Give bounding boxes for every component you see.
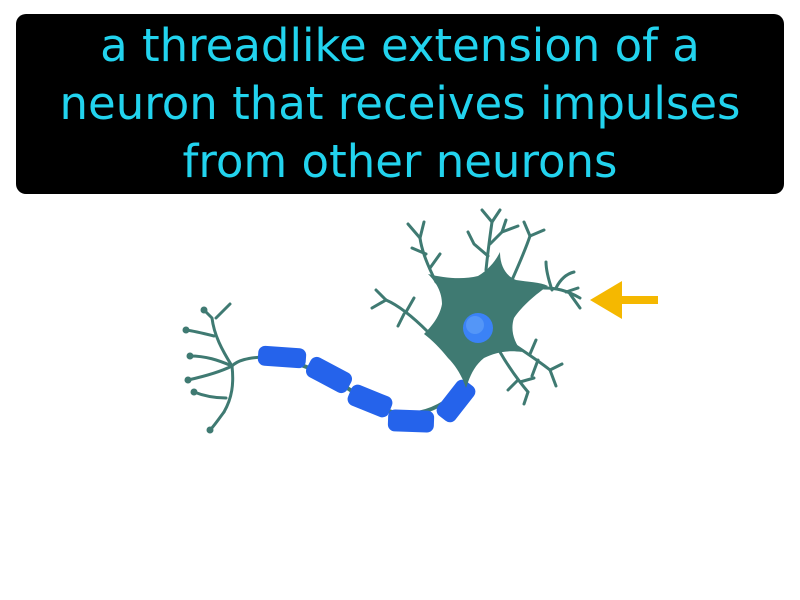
dendrites [370, 208, 582, 406]
axon [257, 345, 476, 433]
definition-caption: a threadlike extension of a neuron that … [16, 14, 784, 194]
arrow-left-icon [590, 281, 658, 319]
axon-terminals [184, 302, 264, 432]
definition-text: a threadlike extension of a neuron that … [59, 19, 741, 188]
myelin-sheath [257, 345, 476, 433]
nucleus [463, 313, 493, 343]
axon-terminal-knobs [182, 306, 214, 434]
